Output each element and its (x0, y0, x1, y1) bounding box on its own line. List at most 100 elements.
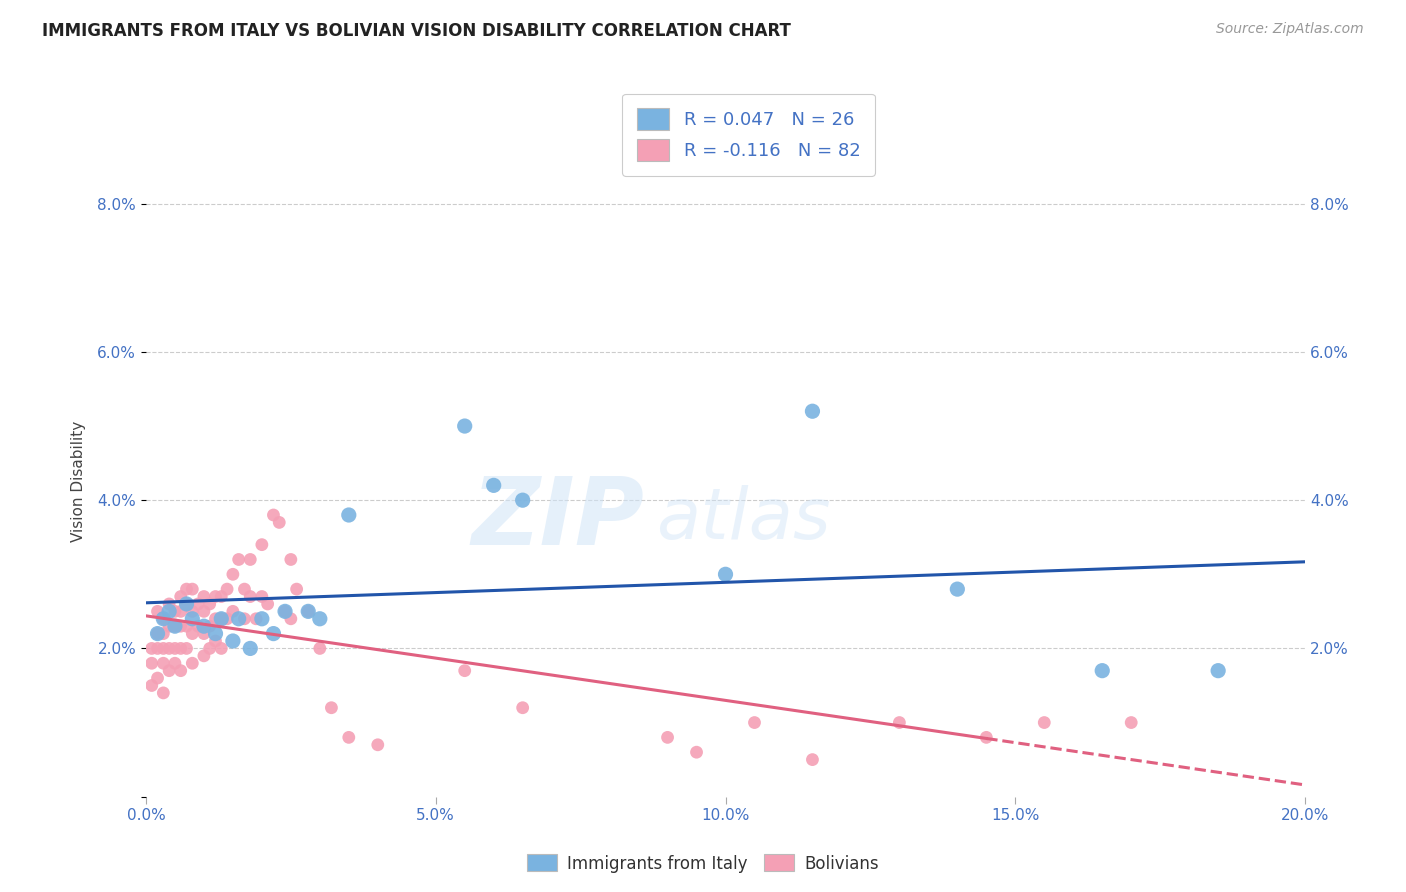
Point (714, 567, 737, 582)
Point (176, 597, 198, 611)
Text: IMMIGRANTS FROM ITALY VS BOLIVIAN VISION DISABILITY CORRELATION CHART: IMMIGRANTS FROM ITALY VS BOLIVIAN VISION… (42, 22, 792, 40)
Point (204, 612, 226, 626)
Point (170, 641, 193, 656)
Point (657, 731, 679, 745)
Point (217, 582, 239, 596)
Point (170, 619, 193, 633)
Point (222, 567, 245, 582)
Point (193, 626, 215, 640)
Point (280, 552, 302, 566)
Point (181, 604, 204, 618)
Point (157, 641, 180, 656)
Point (744, 715, 766, 730)
Point (482, 478, 505, 492)
Point (163, 641, 186, 656)
Point (308, 641, 330, 656)
Point (250, 538, 273, 552)
Point (204, 634, 226, 648)
Point (209, 590, 232, 604)
Point (198, 619, 221, 633)
Point (146, 604, 169, 618)
Point (193, 604, 215, 618)
Point (239, 552, 262, 566)
Point (1206, 664, 1229, 678)
Point (193, 619, 215, 633)
Legend: R = 0.047   N = 26, R = -0.116   N = 82: R = 0.047 N = 26, R = -0.116 N = 82 (623, 94, 875, 176)
Point (152, 641, 174, 656)
Point (209, 641, 232, 656)
Point (187, 619, 209, 633)
Point (239, 590, 262, 604)
Point (181, 582, 204, 596)
Point (152, 612, 174, 626)
Point (274, 604, 297, 618)
Point (170, 604, 193, 618)
Point (163, 619, 186, 633)
Point (157, 597, 180, 611)
Point (146, 641, 169, 656)
Point (176, 597, 198, 611)
Point (321, 700, 343, 714)
Point (1121, 715, 1143, 730)
Point (222, 604, 245, 618)
Point (157, 619, 180, 633)
Point (141, 657, 163, 671)
Point (176, 641, 198, 656)
Point (193, 648, 215, 663)
Point (163, 604, 186, 618)
Point (217, 612, 239, 626)
Point (454, 664, 477, 678)
Text: atlas: atlas (657, 485, 831, 554)
Point (163, 657, 186, 671)
Point (198, 641, 221, 656)
Point (141, 641, 163, 656)
Point (152, 657, 174, 671)
Point (146, 626, 169, 640)
Point (239, 641, 262, 656)
Point (228, 552, 250, 566)
Point (367, 738, 389, 752)
Point (274, 604, 297, 618)
Point (1091, 664, 1114, 678)
Point (146, 671, 169, 685)
Point (187, 597, 209, 611)
Point (209, 612, 232, 626)
Point (209, 612, 232, 626)
Point (1033, 715, 1056, 730)
Point (269, 516, 291, 530)
Point (233, 612, 256, 626)
Point (233, 582, 256, 596)
Point (176, 619, 198, 633)
Point (285, 582, 308, 596)
Point (454, 419, 477, 434)
Point (801, 404, 824, 418)
Point (198, 597, 221, 611)
Point (157, 664, 180, 678)
Point (685, 745, 707, 759)
Point (141, 678, 163, 692)
Point (280, 612, 302, 626)
Point (176, 582, 198, 596)
Point (337, 508, 360, 522)
Point (976, 731, 998, 745)
Point (308, 612, 330, 626)
Point (297, 604, 319, 618)
Point (163, 619, 186, 633)
Point (228, 612, 250, 626)
Point (262, 508, 284, 522)
Point (193, 590, 215, 604)
Point (250, 612, 273, 626)
Point (245, 612, 267, 626)
Point (256, 597, 278, 611)
Point (157, 604, 180, 618)
Point (181, 657, 204, 671)
Point (152, 612, 174, 626)
Point (152, 686, 174, 700)
Point (262, 626, 284, 640)
Point (146, 626, 169, 640)
Point (181, 612, 204, 626)
Legend: Immigrants from Italy, Bolivians: Immigrants from Italy, Bolivians (520, 847, 886, 880)
Point (946, 582, 969, 596)
Point (170, 664, 193, 678)
Point (204, 626, 226, 640)
